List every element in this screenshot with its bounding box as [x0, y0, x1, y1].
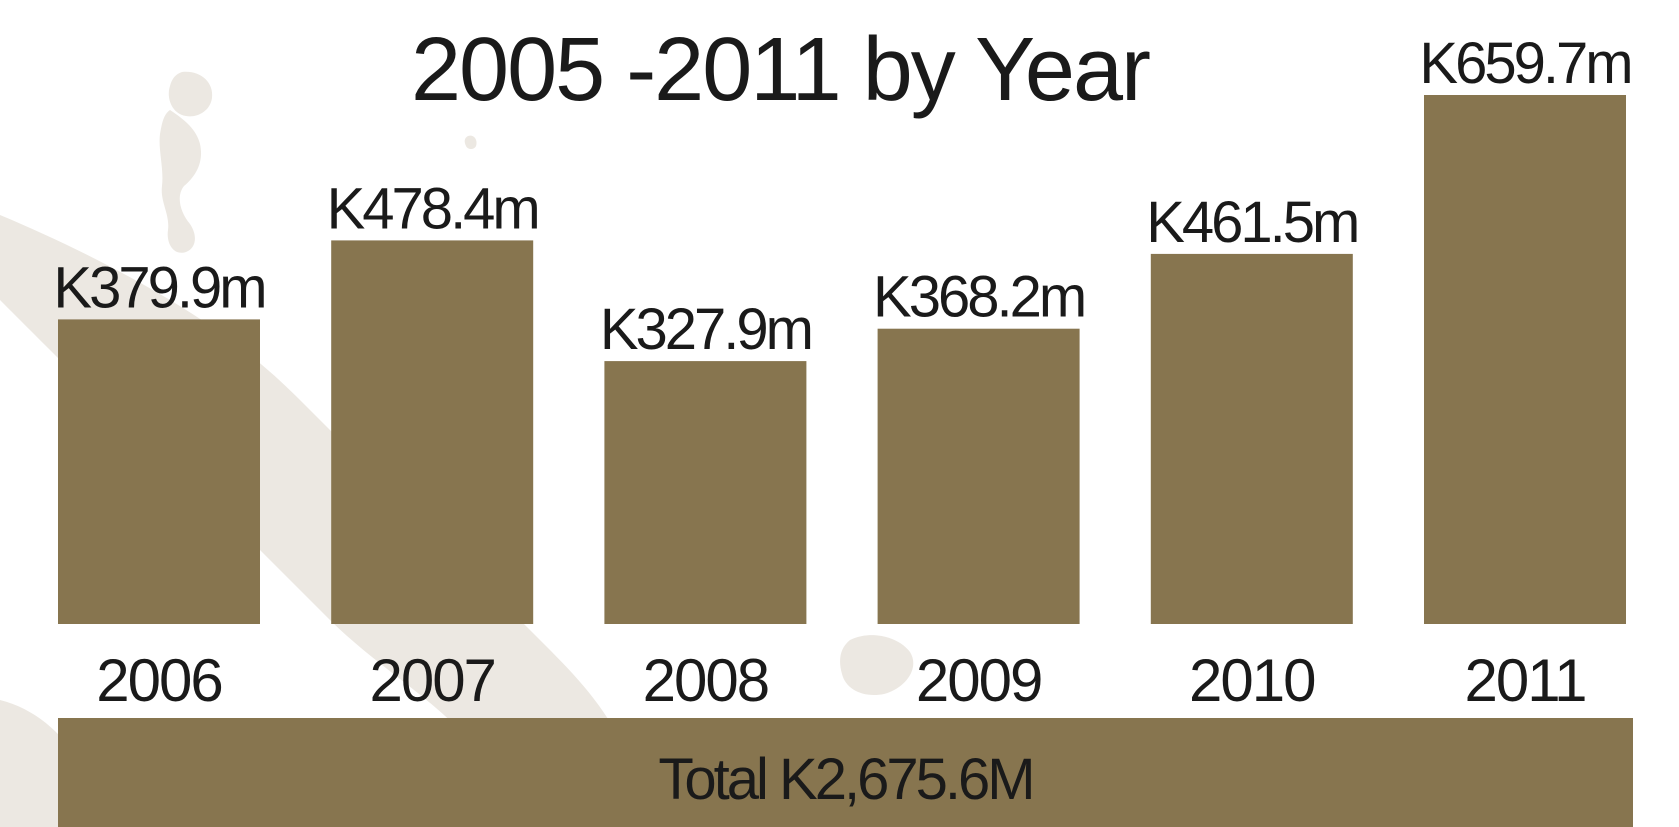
- value-label-2008: K327.9m: [600, 297, 811, 362]
- value-label-2007: K478.4m: [327, 176, 538, 241]
- x-tick-label-2008: 2008: [643, 647, 768, 714]
- map-island-mid: [159, 110, 202, 253]
- value-label-2011: K659.7m: [1419, 31, 1630, 96]
- x-tick-label-2010: 2010: [1189, 647, 1315, 714]
- bar-2006: [58, 319, 260, 624]
- x-tick-label-2009: 2009: [916, 647, 1041, 714]
- bar-2007: [331, 240, 534, 624]
- value-label-2009: K368.2m: [873, 265, 1084, 330]
- x-tick-label-2011: 2011: [1464, 647, 1585, 714]
- value-label-2010: K461.5m: [1146, 190, 1357, 255]
- map-island-north: [168, 71, 213, 117]
- map-island-small: [464, 135, 477, 149]
- bar-2011: [1424, 95, 1626, 624]
- map-island-south: [840, 635, 914, 696]
- x-tick-label-2006: 2006: [96, 647, 221, 714]
- chart-title: 2005 -2011 by Year: [411, 20, 1150, 120]
- x-axis-tick-labels: 2006 2007 2008 2009 2010 2011: [96, 647, 1587, 714]
- bar-2010: [1150, 253, 1353, 624]
- total-banner: Total K2,675.6M: [58, 718, 1633, 827]
- bar-group: [58, 95, 1626, 624]
- bar-2008: [604, 361, 807, 624]
- x-tick-label-2007: 2007: [369, 647, 494, 714]
- total-label: Total K2,675.6M: [658, 747, 1035, 812]
- bar-2009: [877, 328, 1080, 624]
- value-label-group: K379.9m K478.4m K327.9m K368.2m K461.5m K659.…: [53, 31, 1633, 362]
- value-label-2006: K379.9m: [53, 255, 264, 320]
